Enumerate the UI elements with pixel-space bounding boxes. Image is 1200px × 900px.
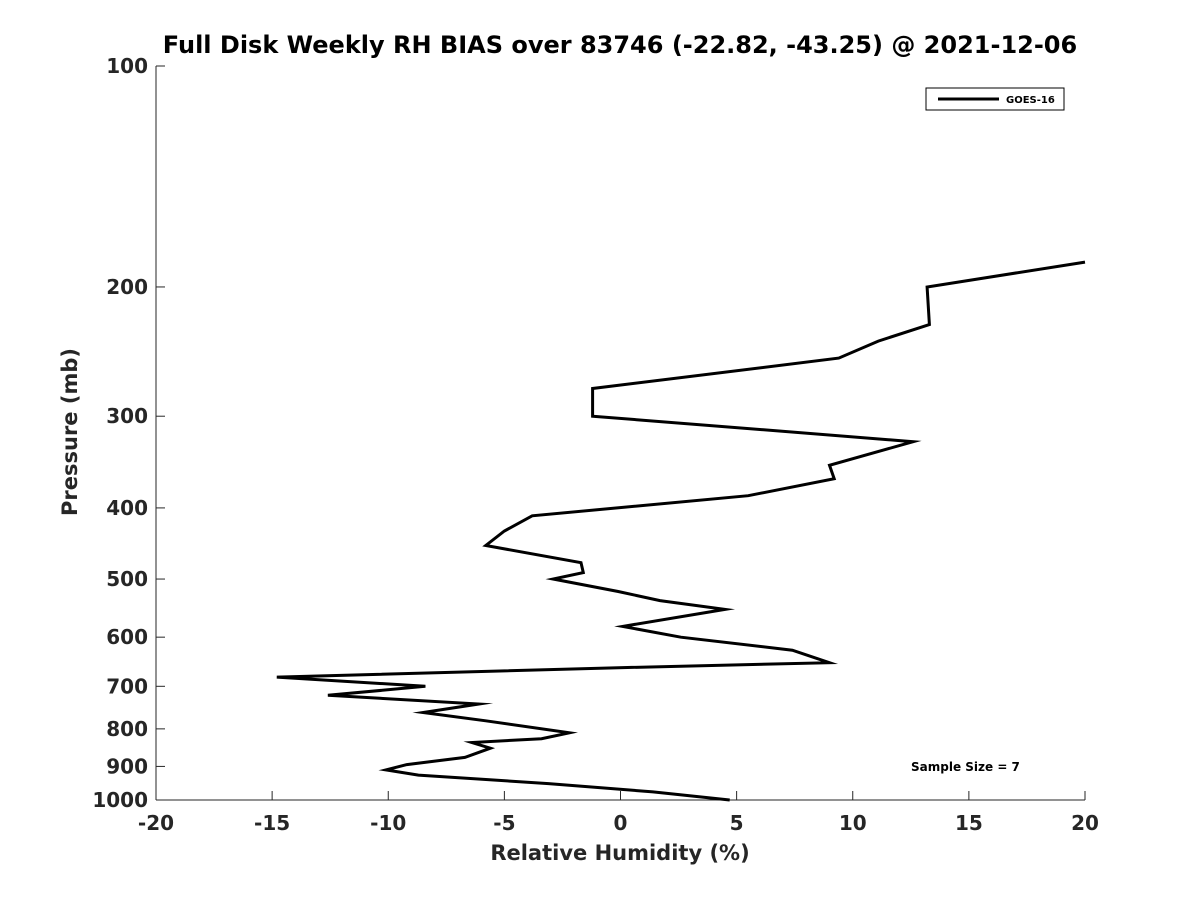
y-tick-label: 900 <box>106 754 148 778</box>
y-tick-label: 100 <box>106 54 148 78</box>
sample-size-annotation: Sample Size = 7 <box>911 760 1020 774</box>
chart-title: Full Disk Weekly RH BIAS over 83746 (-22… <box>163 31 1077 59</box>
x-tick-label: -10 <box>370 811 406 835</box>
x-tick-label: 20 <box>1071 811 1099 835</box>
y-tick-label: 400 <box>106 496 148 520</box>
y-tick-label: 700 <box>106 674 148 698</box>
x-tick-label: -15 <box>254 811 290 835</box>
y-tick-label: 1000 <box>92 788 148 812</box>
y-tick-label: 600 <box>106 625 148 649</box>
legend: GOES-16 <box>925 87 1065 111</box>
y-tick-label: 800 <box>106 717 148 741</box>
series-line-goes-16 <box>276 260 1086 802</box>
x-axis-label: Relative Humidity (%) <box>490 841 749 865</box>
x-tick-label: -5 <box>493 811 515 835</box>
y-tick-label: 200 <box>106 275 148 299</box>
x-tick-label: 15 <box>955 811 983 835</box>
plot-area <box>155 66 1086 802</box>
y-tick-label: 500 <box>106 567 148 591</box>
x-tick-label: -20 <box>138 811 174 835</box>
x-axis: -20 -15 -10 -5 0 5 10 15 20 <box>138 791 1099 835</box>
legend-label-goes-16: GOES-16 <box>1006 95 1055 106</box>
x-tick-label: 10 <box>839 811 867 835</box>
x-tick-label: 0 <box>614 811 628 835</box>
x-tick-label: 5 <box>730 811 744 835</box>
y-tick-label: 300 <box>106 404 148 428</box>
y-axis-label: Pressure (mb) <box>58 348 82 516</box>
y-axis: 100 200 300 400 500 600 700 800 900 1000 <box>92 54 165 812</box>
